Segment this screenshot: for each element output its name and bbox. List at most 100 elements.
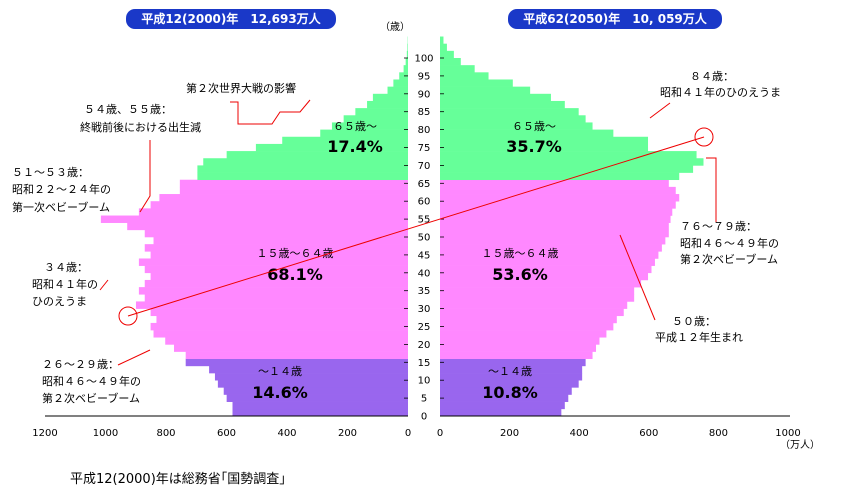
bar-2050-age-90 bbox=[440, 86, 531, 95]
bar-2050-age-52 bbox=[440, 222, 669, 231]
age-tick-95: 95 bbox=[418, 71, 431, 82]
annotation-text-4: 昭和２２～２４年の bbox=[12, 182, 111, 196]
bar-2000-age-64 bbox=[179, 179, 408, 188]
age-tick-40: 40 bbox=[418, 268, 431, 279]
bar-2000-age-4 bbox=[226, 394, 408, 402]
bar-2050-age-44 bbox=[440, 251, 659, 259]
age-tick-70: 70 bbox=[418, 161, 431, 172]
bar-2000-age-70 bbox=[203, 158, 408, 166]
x-tick-left-1200: 1200 bbox=[32, 428, 57, 439]
age-tick-60: 60 bbox=[418, 197, 431, 208]
bar-2000-age-98 bbox=[405, 58, 408, 66]
bar-2000-age-76 bbox=[282, 136, 408, 145]
bar-2000-age-18 bbox=[174, 344, 408, 352]
bar-2000-age-0 bbox=[232, 408, 408, 417]
bar-2000-age-90 bbox=[387, 86, 408, 95]
bar-2000-age-2 bbox=[232, 401, 408, 410]
bar-2000-age-96 bbox=[403, 65, 408, 73]
bar-2050-age-102 bbox=[440, 43, 447, 52]
bar-2000-age-66 bbox=[197, 172, 408, 181]
bar-2050-age-94 bbox=[440, 72, 489, 80]
x-tick-right-0: 0 bbox=[437, 428, 443, 439]
age-tick-30: 30 bbox=[418, 304, 431, 315]
x-unit-label: （万人） bbox=[780, 439, 820, 451]
annotation-leader-0 bbox=[230, 99, 311, 125]
group-label-4: １５歳～６４歳 bbox=[482, 247, 559, 260]
group-share-3: 35.7% bbox=[506, 137, 562, 156]
annotation-leader-3 bbox=[117, 349, 151, 366]
bar-2050-age-16 bbox=[440, 351, 593, 360]
bar-2050-age-60 bbox=[440, 194, 680, 202]
bar-2050-age-0 bbox=[440, 408, 562, 417]
x-tick-right-200: 200 bbox=[500, 428, 519, 439]
bar-2050-age-54 bbox=[440, 215, 671, 223]
bar-2050-age-2 bbox=[440, 401, 565, 410]
bar-2050-age-8 bbox=[440, 380, 579, 388]
bar-2050-age-58 bbox=[440, 201, 676, 209]
bar-2000-age-44 bbox=[150, 251, 408, 259]
annotation-text-6: ３４歳： bbox=[44, 261, 88, 274]
annotation-leader-2 bbox=[99, 279, 109, 291]
bar-2000-age-52 bbox=[127, 222, 408, 231]
group-share-4: 53.6% bbox=[492, 265, 548, 284]
annotation-text-18: 平成１２年生まれ bbox=[655, 330, 743, 344]
age-tick-80: 80 bbox=[418, 125, 431, 136]
annotation-leader-6 bbox=[619, 234, 656, 321]
bar-2050-age-100 bbox=[440, 50, 454, 59]
group-share-5: 10.8% bbox=[482, 383, 538, 402]
annotation-text-11: 第２次ベビーブーム bbox=[42, 391, 140, 405]
bar-2050-age-30 bbox=[440, 301, 628, 309]
bar-2000-age-12 bbox=[209, 365, 408, 374]
x-tick-right-1000: 1000 bbox=[775, 428, 800, 439]
source-note: 平成12(2000)年は総務省｢国勢調査｣ bbox=[70, 472, 286, 487]
bar-2000-age-32 bbox=[144, 294, 408, 302]
bar-2050-age-70 bbox=[440, 158, 704, 166]
annotation-text-9: ２６～２９歳： bbox=[42, 358, 119, 371]
bar-2050-age-36 bbox=[440, 279, 642, 288]
age-tick-100: 100 bbox=[414, 54, 433, 65]
x-tick-right-400: 400 bbox=[570, 428, 589, 439]
group-label-2: ～１４歳 bbox=[258, 365, 302, 378]
bar-2000-age-26 bbox=[156, 315, 408, 324]
annotation-text-0: 第２次世界大戦の影響 bbox=[186, 81, 296, 95]
group-label-3: ６５歳～ bbox=[512, 120, 556, 133]
group-label-0: ６５歳～ bbox=[333, 120, 377, 133]
bar-2000-age-78 bbox=[320, 129, 408, 138]
bar-2000-age-86 bbox=[367, 100, 408, 109]
bar-2000-age-48 bbox=[153, 237, 408, 245]
bar-2050-age-32 bbox=[440, 294, 635, 302]
bar-2000-age-30 bbox=[135, 301, 408, 309]
age-tick-15: 15 bbox=[418, 358, 431, 369]
annotation-text-5: 第一次ベビーブーム bbox=[12, 200, 110, 214]
left-year-header: 平成12(2000)年 12,693万人 bbox=[126, 9, 336, 29]
bar-2050-age-26 bbox=[440, 315, 617, 324]
annotation-text-13: 昭和４１年のひのえうま bbox=[660, 85, 781, 99]
age-tick-45: 45 bbox=[418, 250, 431, 261]
hinoeuma-2050-marker bbox=[694, 127, 714, 147]
annotation-text-16: 第２次ベビーブーム bbox=[680, 252, 778, 266]
group-label-5: ～１４歳 bbox=[488, 365, 532, 378]
bar-2000-age-94 bbox=[399, 72, 408, 80]
bar-2050-age-12 bbox=[440, 365, 583, 374]
bar-2000-age-34 bbox=[138, 287, 408, 295]
bar-2000-age-36 bbox=[144, 279, 408, 288]
bar-2000-age-84 bbox=[355, 108, 408, 116]
right-year-header: 平成62(2050)年 10, 059万人 bbox=[508, 9, 722, 29]
bar-2000-age-28 bbox=[150, 308, 408, 317]
bar-2050-age-92 bbox=[440, 79, 513, 87]
bar-2000-age-54 bbox=[100, 215, 408, 223]
bar-2000-age-56 bbox=[138, 208, 408, 216]
age-tick-35: 35 bbox=[418, 286, 431, 297]
bar-2000-age-10 bbox=[214, 373, 408, 381]
bar-2000-age-38 bbox=[150, 272, 408, 281]
bar-2050-age-82 bbox=[440, 115, 586, 123]
bar-2000-age-74 bbox=[255, 143, 408, 152]
age-tick-55: 55 bbox=[418, 215, 431, 226]
bar-2000-age-88 bbox=[372, 93, 408, 102]
bar-2050-age-34 bbox=[440, 287, 635, 295]
annotation-text-14: ７６～７９歳： bbox=[680, 220, 757, 233]
age-axis-label: （歳） bbox=[380, 21, 410, 33]
bar-2000-age-80 bbox=[331, 122, 408, 130]
bar-2000-age-6 bbox=[223, 387, 408, 395]
